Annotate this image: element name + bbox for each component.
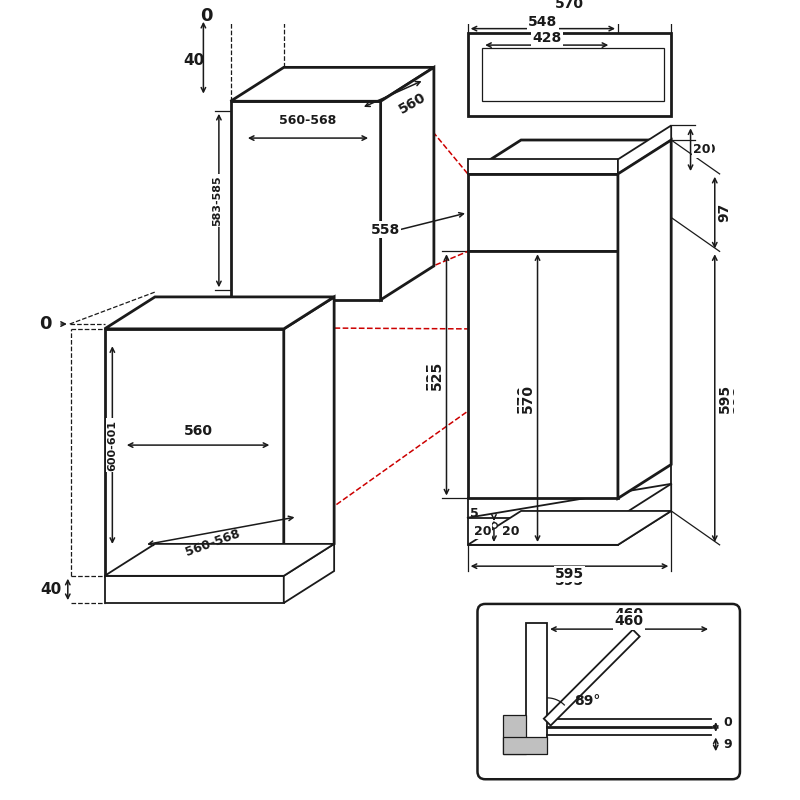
Text: 600-601: 600-601 bbox=[107, 419, 118, 470]
Polygon shape bbox=[230, 67, 434, 102]
Text: 428: 428 bbox=[532, 31, 562, 46]
Text: 460: 460 bbox=[614, 614, 643, 628]
Text: 97: 97 bbox=[718, 203, 731, 222]
Polygon shape bbox=[119, 311, 327, 343]
Text: 20: 20 bbox=[502, 525, 519, 538]
Text: 89°: 89° bbox=[574, 694, 601, 708]
Polygon shape bbox=[240, 77, 429, 111]
Polygon shape bbox=[502, 737, 547, 754]
Text: 595: 595 bbox=[718, 383, 731, 413]
Text: 558: 558 bbox=[371, 222, 400, 237]
Text: 570: 570 bbox=[555, 0, 584, 11]
Text: 0: 0 bbox=[201, 7, 213, 25]
Text: 525: 525 bbox=[425, 360, 438, 390]
Text: 560-568: 560-568 bbox=[279, 114, 337, 127]
Text: 560-568: 560-568 bbox=[183, 527, 242, 559]
Text: 595: 595 bbox=[555, 574, 584, 588]
Polygon shape bbox=[502, 715, 526, 754]
Polygon shape bbox=[230, 102, 381, 300]
Text: 525: 525 bbox=[430, 360, 444, 390]
Text: 560: 560 bbox=[183, 423, 213, 438]
Polygon shape bbox=[240, 111, 376, 290]
Text: 97: 97 bbox=[722, 203, 737, 222]
Text: 460: 460 bbox=[614, 607, 643, 622]
Polygon shape bbox=[468, 34, 671, 116]
Polygon shape bbox=[468, 251, 618, 498]
Polygon shape bbox=[618, 484, 671, 545]
Polygon shape bbox=[119, 515, 327, 546]
Polygon shape bbox=[468, 174, 618, 251]
Text: 570: 570 bbox=[521, 384, 535, 413]
Polygon shape bbox=[468, 159, 618, 174]
Polygon shape bbox=[284, 297, 334, 576]
Text: 560: 560 bbox=[396, 90, 428, 117]
Text: 9: 9 bbox=[723, 738, 732, 751]
Text: 583-585: 583-585 bbox=[212, 175, 222, 226]
Text: 595: 595 bbox=[722, 383, 737, 413]
Polygon shape bbox=[618, 140, 671, 498]
Text: 595: 595 bbox=[555, 567, 584, 581]
Polygon shape bbox=[105, 297, 334, 329]
FancyBboxPatch shape bbox=[478, 604, 740, 779]
Text: 20: 20 bbox=[698, 143, 716, 156]
Polygon shape bbox=[468, 140, 671, 174]
Polygon shape bbox=[618, 126, 671, 174]
Text: 5: 5 bbox=[470, 507, 479, 520]
Text: 548: 548 bbox=[528, 15, 558, 29]
Polygon shape bbox=[105, 576, 284, 603]
Polygon shape bbox=[468, 518, 618, 545]
Polygon shape bbox=[284, 544, 334, 603]
Polygon shape bbox=[468, 511, 671, 545]
Text: 570: 570 bbox=[516, 384, 530, 413]
Text: 0: 0 bbox=[39, 315, 51, 333]
Polygon shape bbox=[105, 329, 284, 576]
Polygon shape bbox=[119, 343, 277, 546]
Polygon shape bbox=[544, 630, 640, 726]
Polygon shape bbox=[381, 67, 434, 300]
Text: 0: 0 bbox=[723, 715, 732, 729]
Text: 20: 20 bbox=[694, 143, 711, 156]
Text: 20: 20 bbox=[474, 525, 491, 538]
Polygon shape bbox=[105, 544, 334, 576]
Text: 40: 40 bbox=[41, 582, 62, 597]
Text: 40: 40 bbox=[183, 53, 204, 68]
